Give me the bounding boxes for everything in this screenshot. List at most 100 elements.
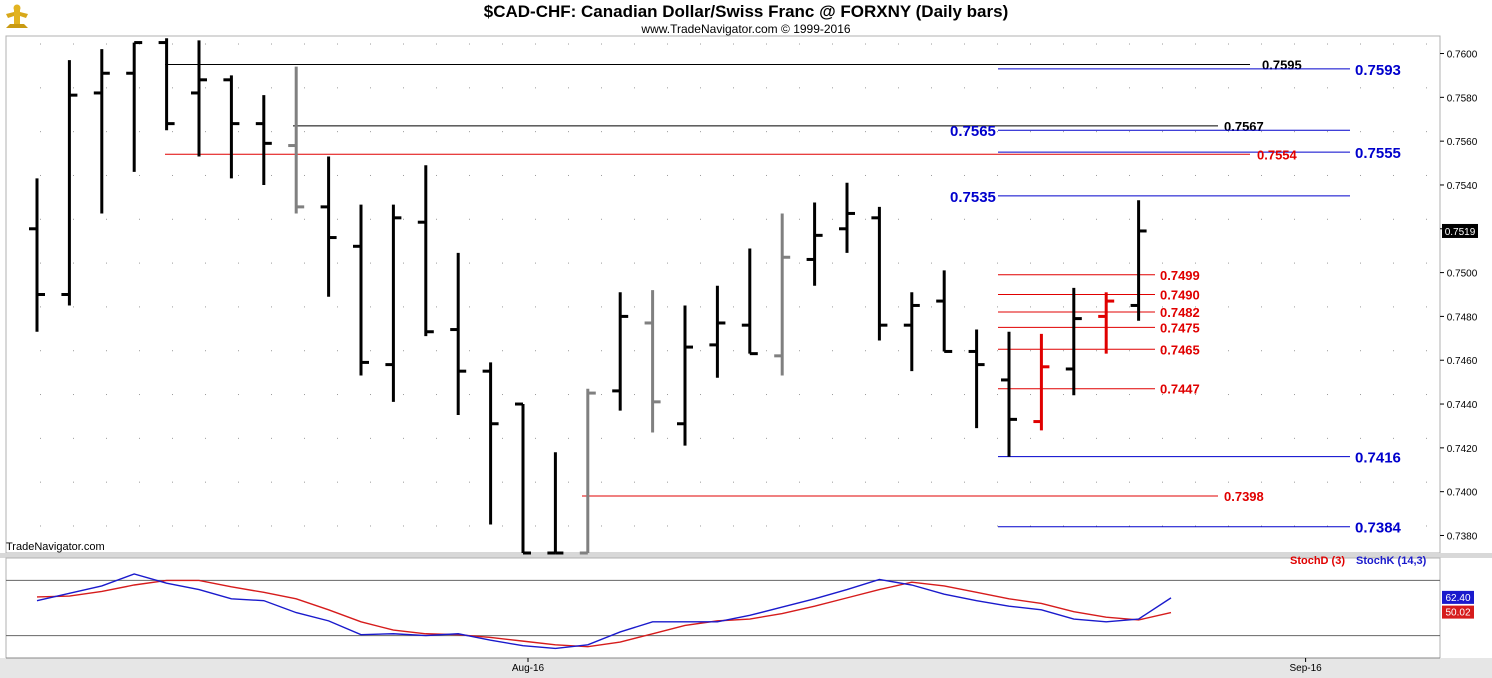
- grid-dot: [1195, 481, 1196, 483]
- grid-dot: [1129, 350, 1130, 352]
- grid-dot: [238, 218, 239, 220]
- level-label: 0.7465: [1160, 342, 1200, 357]
- grid-dot: [139, 350, 140, 352]
- grid-dot: [403, 525, 404, 527]
- grid-dot: [502, 262, 503, 264]
- grid-dot: [1294, 350, 1295, 352]
- grid-dot: [172, 218, 173, 220]
- grid-dot: [139, 481, 140, 483]
- grid-dot: [898, 525, 899, 527]
- grid-dot: [634, 87, 635, 89]
- grid-dot: [700, 525, 701, 527]
- grid-dot: [667, 481, 668, 483]
- grid-dot: [997, 174, 998, 176]
- grid-dot: [766, 350, 767, 352]
- grid-dot: [1063, 43, 1064, 45]
- grid-dot: [733, 262, 734, 264]
- grid-dot: [238, 174, 239, 176]
- level-label: 0.7499: [1160, 268, 1200, 283]
- grid-dot: [1096, 218, 1097, 220]
- grid-dot: [1360, 43, 1361, 45]
- grid-dot: [898, 131, 899, 133]
- grid-dot: [964, 131, 965, 133]
- price-bar: [320, 156, 337, 297]
- grid-dot: [898, 262, 899, 264]
- grid-dot: [601, 437, 602, 439]
- price-bar: [1001, 331, 1017, 457]
- grid-dot: [733, 481, 734, 483]
- grid-dot: [1360, 306, 1361, 308]
- grid-dot: [1294, 131, 1295, 133]
- grid-dot: [700, 174, 701, 176]
- grid-dot: [799, 262, 800, 264]
- grid-dot: [304, 394, 305, 396]
- grid-dot: [1261, 350, 1262, 352]
- grid-dot: [700, 262, 701, 264]
- grid-dot: [601, 262, 602, 264]
- grid-dot: [667, 218, 668, 220]
- grid-dot: [931, 218, 932, 220]
- grid-dot: [634, 174, 635, 176]
- grid-dot: [535, 174, 536, 176]
- price-bar: [936, 270, 953, 353]
- grid-dot: [1261, 481, 1262, 483]
- grid-dot: [337, 218, 338, 220]
- grid-dot: [1228, 306, 1229, 308]
- grid-dot: [403, 350, 404, 352]
- grid-dot: [733, 174, 734, 176]
- grid-dot: [700, 350, 701, 352]
- grid-dot: [1030, 174, 1031, 176]
- grid-dot: [40, 131, 41, 133]
- grid-dot: [469, 437, 470, 439]
- grid-dot: [436, 394, 437, 396]
- grid-dot: [799, 218, 800, 220]
- grid-dot: [403, 394, 404, 396]
- grid-dot: [634, 43, 635, 45]
- grid-dot: [1030, 87, 1031, 89]
- grid-dot: [667, 350, 668, 352]
- grid-dot: [535, 437, 536, 439]
- grid-dot: [997, 43, 998, 45]
- grid-dot: [1360, 525, 1361, 527]
- grid-dot: [1393, 306, 1394, 308]
- grid-dot: [172, 43, 173, 45]
- grid-dot: [1393, 437, 1394, 439]
- grid-dot: [502, 394, 503, 396]
- grid-dot: [1030, 481, 1031, 483]
- grid-dot: [1195, 174, 1196, 176]
- grid-dot: [964, 43, 965, 45]
- grid-dot: [535, 87, 536, 89]
- grid-dot: [1096, 306, 1097, 308]
- grid-dot: [832, 481, 833, 483]
- grid-dot: [799, 481, 800, 483]
- grid-dot: [370, 43, 371, 45]
- price-bar: [482, 362, 499, 525]
- grid-dot: [997, 525, 998, 527]
- grid-dot: [1228, 394, 1229, 396]
- grid-dot: [898, 87, 899, 89]
- grid-dot: [1162, 87, 1163, 89]
- grid-dot: [964, 306, 965, 308]
- price-bar: [839, 182, 855, 253]
- last-price-box: [1442, 223, 1478, 238]
- grid-dot: [700, 43, 701, 45]
- chart-subtitle: www.TradeNavigator.com © 1999-2016: [641, 22, 851, 36]
- grid-dot: [832, 131, 833, 133]
- grid-dot: [370, 218, 371, 220]
- grid-dot: [799, 350, 800, 352]
- level-label: 0.7475: [1160, 320, 1200, 335]
- price-bar: [255, 95, 272, 185]
- grid-dot: [1393, 43, 1394, 45]
- grid-dot: [799, 131, 800, 133]
- grid-dot: [1228, 43, 1229, 45]
- grid-dot: [931, 350, 932, 352]
- grid-dot: [865, 218, 866, 220]
- grid-dot: [172, 87, 173, 89]
- grid-dot: [40, 262, 41, 264]
- grid-dot: [304, 174, 305, 176]
- grid-dot: [1096, 437, 1097, 439]
- grid-dot: [1195, 43, 1196, 45]
- grid-dot: [1162, 525, 1163, 527]
- grid-dot: [502, 437, 503, 439]
- grid-dot: [370, 306, 371, 308]
